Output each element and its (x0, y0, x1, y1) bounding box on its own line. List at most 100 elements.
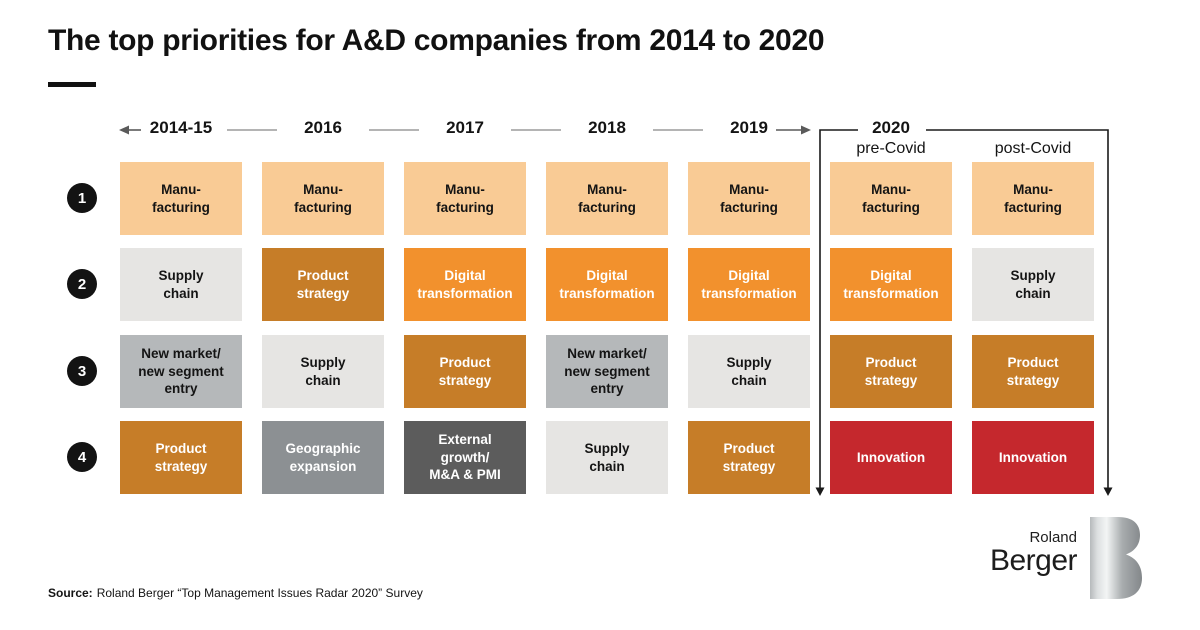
priority-box-line: facturing (720, 199, 778, 215)
roland-berger-b-icon (1090, 517, 1142, 599)
priority-box: Product strategy (262, 248, 384, 321)
rank-badge: 1 (67, 183, 97, 213)
source-text: Roland Berger “Top Management Issues Rad… (96, 586, 423, 600)
priority-box-line: chain (731, 372, 767, 388)
priority-box: Manu-facturing (404, 162, 526, 235)
priority-box-line: Supply (158, 268, 204, 283)
priority-box: Manu-facturing (830, 162, 952, 235)
priority-box-line: Product (865, 355, 917, 370)
priority-box-line: Innovation (998, 449, 1068, 465)
priority-box: Innovation (972, 421, 1094, 494)
priority-box: Geographic expansion (262, 421, 384, 494)
priority-box-line: Product (297, 268, 349, 283)
priority-box: Manu-facturing (688, 162, 810, 235)
priority-box-line: new segment (138, 363, 224, 379)
timeline-year-label: 2014-15 (149, 118, 213, 137)
priority-box-line: facturing (578, 199, 636, 215)
priority-box-line: M&A & PMI (429, 467, 501, 483)
priority-box-line: transformation (843, 285, 939, 301)
timeline-sub-label: pre-Covid (856, 140, 926, 157)
priority-box-line: Manu- (729, 182, 769, 197)
logo-word-roland: Roland (1029, 529, 1077, 546)
priority-box-line: Supply (726, 355, 772, 370)
priority-box: Supply chain (546, 421, 668, 494)
roland-berger-logo: Roland Berger (960, 516, 1145, 606)
priority-box-line: New market/ (141, 346, 221, 362)
rank-badge: 2 (67, 269, 97, 299)
priority-box: Product strategy (972, 335, 1094, 408)
priority-box: New market/new segment entry (120, 335, 242, 408)
priority-box-line: chain (589, 458, 625, 474)
priority-box-line: Manu- (161, 182, 201, 197)
priority-box-line: Geographic (285, 441, 361, 456)
logo-wordmark: Roland Berger (989, 529, 1078, 577)
timeline-year-label: 2020 (872, 118, 910, 137)
page-title: The top priorities for A&D companies fro… (48, 24, 825, 57)
priority-box-line: Manu- (1013, 182, 1053, 197)
priority-box-line: Digital (586, 268, 628, 283)
priority-box-line: New market/ (567, 346, 647, 362)
priority-box-line: entry (590, 381, 624, 397)
priority-box-line: Supply (584, 441, 630, 456)
priority-box-line: Manu- (871, 182, 911, 197)
priority-box-line: strategy (1006, 372, 1060, 388)
priority-box-line: Product (1007, 355, 1059, 370)
rank-badge: 4 (67, 442, 97, 472)
priority-box-line: transformation (417, 285, 513, 301)
priority-box-line: strategy (722, 458, 776, 474)
priority-box-line: Product (155, 441, 207, 456)
priority-box-line: External (438, 432, 492, 448)
priority-box: Manu-facturing (262, 162, 384, 235)
priority-box: Manu-facturing (120, 162, 242, 235)
priority-box-line: facturing (862, 199, 920, 215)
timeline-year-label: 2018 (588, 118, 626, 137)
priority-box-line: chain (1015, 285, 1051, 301)
priority-box-line: strategy (154, 458, 208, 474)
priority-box-line: entry (164, 381, 198, 397)
priority-box: External growth/M&A & PMI (404, 421, 526, 494)
priority-box-line: chain (163, 285, 199, 301)
priority-box-line: new segment (564, 363, 650, 379)
priority-box: Supply chain (972, 248, 1094, 321)
source-label: Source: (48, 586, 93, 600)
timeline-year-label: 2019 (730, 118, 768, 137)
priority-box: Product strategy (830, 335, 952, 408)
priority-box-line: Digital (444, 268, 486, 283)
priority-box: Manu-facturing (546, 162, 668, 235)
priority-box: Product strategy (688, 421, 810, 494)
rank-badge: 3 (67, 356, 97, 386)
priority-box-line: Supply (1010, 268, 1056, 283)
priority-box-line: transformation (701, 285, 797, 301)
logo-word-berger: Berger (989, 544, 1078, 577)
priority-box: Innovation (830, 421, 952, 494)
priority-box-line: Supply (300, 355, 346, 370)
timeline-sub-label: post-Covid (994, 140, 1072, 157)
priority-box: Product strategy (404, 335, 526, 408)
priority-box: Digital transformation (830, 248, 952, 321)
priority-box-line: Digital (728, 268, 770, 283)
priority-box-line: facturing (294, 199, 352, 215)
priority-box-line: Innovation (856, 449, 926, 465)
priority-box: Digital transformation (546, 248, 668, 321)
timeline-year-label: 2017 (446, 118, 484, 137)
priority-box-line: facturing (152, 199, 210, 215)
priority-box: Supply chain (120, 248, 242, 321)
priority-box-line: expansion (289, 458, 357, 474)
priority-box-line: Manu- (587, 182, 627, 197)
priority-box-line: facturing (1004, 199, 1062, 215)
timeline-year-label: 2016 (304, 118, 342, 137)
priority-box-line: transformation (559, 285, 655, 301)
priority-box: Digital transformation (404, 248, 526, 321)
priority-box-line: chain (305, 372, 341, 388)
priority-box-line: Digital (870, 268, 912, 283)
priority-box-line: Manu- (303, 182, 343, 197)
priority-box-line: strategy (438, 372, 492, 388)
priority-box-line: Product (723, 441, 775, 456)
priority-box-line: facturing (436, 199, 494, 215)
priority-box-line: strategy (296, 285, 350, 301)
priority-box-line: Manu- (445, 182, 485, 197)
priority-box: Product strategy (120, 421, 242, 494)
priority-box-line: Product (439, 355, 491, 370)
priority-box: Manu-facturing (972, 162, 1094, 235)
priority-box: Supply chain (262, 335, 384, 408)
